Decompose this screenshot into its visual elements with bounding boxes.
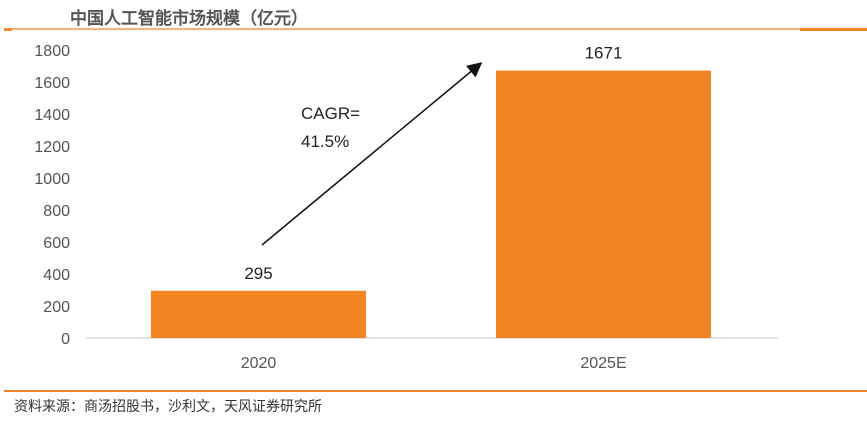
chart-title: 中国人工智能市场规模（亿元） bbox=[70, 9, 308, 28]
footer-divider bbox=[4, 390, 867, 392]
cagr-value: 41.5% bbox=[301, 132, 349, 151]
y-tick-label: 1200 bbox=[34, 139, 70, 156]
y-tick-label: 600 bbox=[43, 235, 70, 252]
header-divider bbox=[4, 28, 867, 30]
y-tick-label: 200 bbox=[43, 299, 70, 316]
y-tick-label: 400 bbox=[43, 267, 70, 284]
y-tick-label: 1800 bbox=[34, 43, 70, 60]
y-tick-label: 1600 bbox=[34, 75, 70, 92]
bar-2025E bbox=[496, 70, 711, 338]
x-tick-label: 2025E bbox=[580, 355, 626, 372]
y-tick-label: 0 bbox=[61, 331, 70, 348]
y-tick-label: 1400 bbox=[34, 107, 70, 124]
x-tick-label: 2020 bbox=[241, 355, 277, 372]
cagr-label: CAGR= bbox=[301, 104, 360, 123]
bar-2020 bbox=[151, 290, 366, 338]
data-label: 295 bbox=[244, 264, 272, 283]
header-divider-accent-left bbox=[4, 28, 12, 31]
source-note: 资料来源：商汤招股书，沙利文，天风证券研究所 bbox=[14, 398, 322, 414]
y-tick-label: 1000 bbox=[34, 171, 70, 188]
growth-arrow bbox=[261, 62, 483, 246]
data-label: 1671 bbox=[585, 44, 623, 63]
y-tick-label: 800 bbox=[43, 203, 70, 220]
header-divider-accent-right bbox=[800, 28, 867, 31]
